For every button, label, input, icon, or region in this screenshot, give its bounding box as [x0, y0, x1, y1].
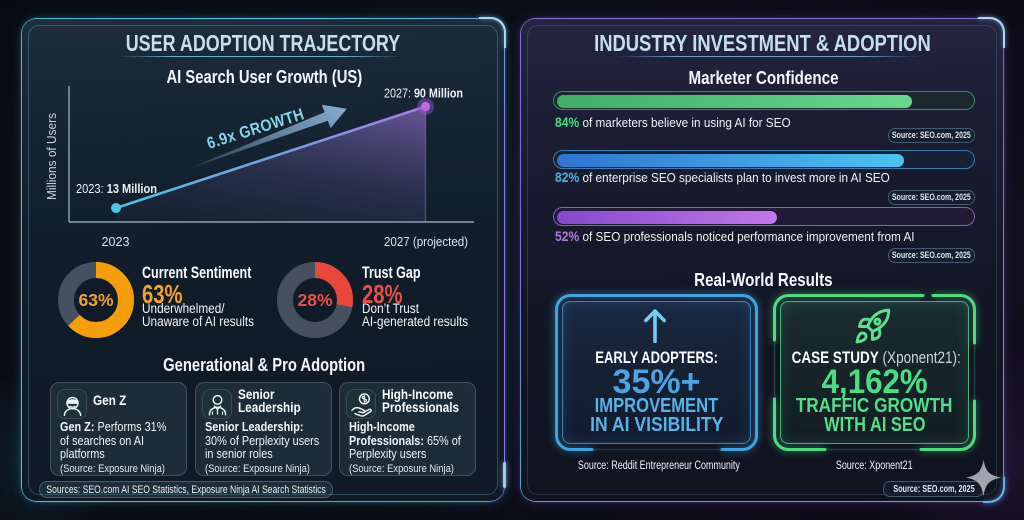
svg-text:2023: 13 Million: 2023: 13 Million [76, 181, 157, 196]
svg-text:2027 (projected): 2027 (projected) [384, 234, 468, 249]
svg-text:2027: 90 Million: 2027: 90 Million [384, 86, 463, 101]
svg-text:28%: 28% [297, 290, 332, 310]
svg-text:Millions of Users: Millions of Users [45, 113, 59, 200]
svg-text:63%: 63% [78, 290, 113, 310]
svg-text:2023: 2023 [102, 234, 130, 249]
